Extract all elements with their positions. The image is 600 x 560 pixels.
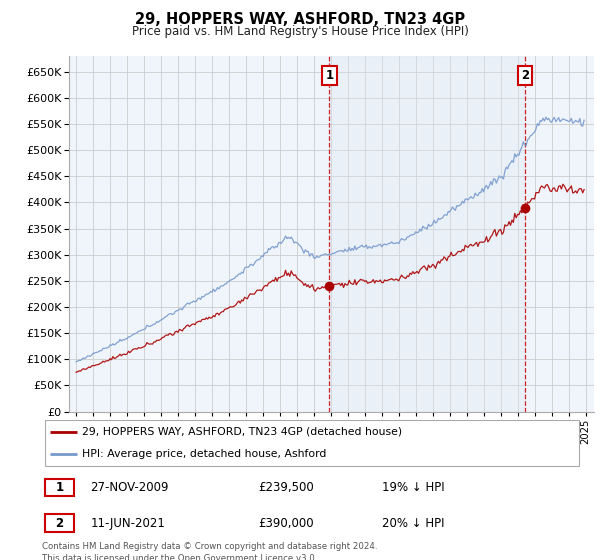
Text: HPI: Average price, detached house, Ashford: HPI: Average price, detached house, Ashf…: [83, 449, 327, 459]
Text: Price paid vs. HM Land Registry's House Price Index (HPI): Price paid vs. HM Land Registry's House …: [131, 25, 469, 38]
Text: 27-NOV-2009: 27-NOV-2009: [91, 481, 169, 494]
Text: 20% ↓ HPI: 20% ↓ HPI: [382, 516, 445, 530]
Text: £390,000: £390,000: [258, 516, 314, 530]
Text: 11-JUN-2021: 11-JUN-2021: [91, 516, 166, 530]
Text: 2: 2: [55, 516, 64, 530]
FancyBboxPatch shape: [45, 421, 580, 465]
FancyBboxPatch shape: [45, 514, 74, 532]
Text: 19% ↓ HPI: 19% ↓ HPI: [382, 481, 445, 494]
Text: £239,500: £239,500: [258, 481, 314, 494]
FancyBboxPatch shape: [45, 479, 74, 496]
Bar: [329, 56, 525, 412]
Text: 1: 1: [55, 481, 64, 494]
Text: Contains HM Land Registry data © Crown copyright and database right 2024.
This d: Contains HM Land Registry data © Crown c…: [42, 542, 377, 560]
Text: 2: 2: [521, 69, 529, 82]
Text: 29, HOPPERS WAY, ASHFORD, TN23 4GP (detached house): 29, HOPPERS WAY, ASHFORD, TN23 4GP (deta…: [83, 427, 403, 437]
Text: 29, HOPPERS WAY, ASHFORD, TN23 4GP: 29, HOPPERS WAY, ASHFORD, TN23 4GP: [135, 12, 465, 27]
Text: 1: 1: [325, 69, 334, 82]
